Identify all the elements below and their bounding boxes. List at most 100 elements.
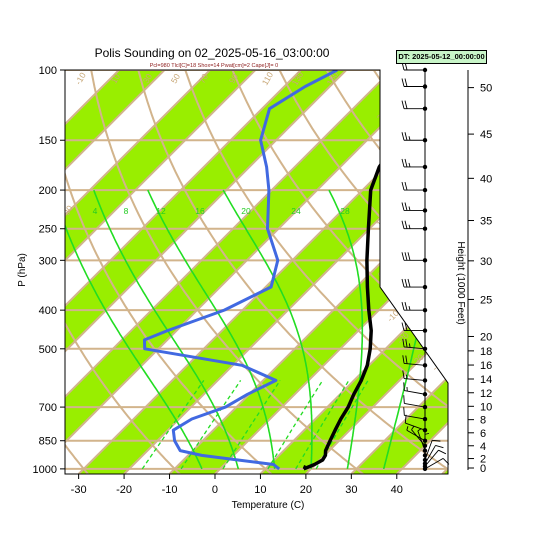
plot-frame: [64, 69, 449, 475]
wind-barb: [411, 426, 428, 448]
wind-barb-feather: [404, 181, 408, 191]
mixing-ratio-line: [295, 380, 350, 470]
height-tick-label: 10: [480, 401, 492, 413]
wind-barb-staff: [424, 449, 439, 467]
inside-labels: 4 8 12 16 20 24 28-30-10 10 30 50 70 90 110 130 150302…: [65, 70, 446, 373]
mixing-ratio-label: 16: [195, 206, 205, 216]
height-tick-label: 35: [480, 216, 492, 228]
wind-barb-feather: [401, 100, 405, 109]
height-tick-label: 4: [480, 441, 486, 453]
mixing-ratio-label: 4: [93, 206, 98, 216]
x-tick-label: -30: [71, 484, 87, 496]
height-tick-label: 30: [480, 256, 492, 268]
wind-barb: [402, 338, 428, 352]
wind-barb-feather: [401, 202, 405, 211]
wind-barb-staff: [405, 422, 426, 431]
mixing-ratio-line: [180, 380, 242, 470]
wind-barb: [404, 414, 428, 433]
mixing-ratio-line: [222, 380, 281, 470]
isotherm-line: [168, 70, 448, 474]
dry-adiabat: [65, 70, 92, 474]
wind-barb-feather: [402, 338, 405, 348]
isotherm-line: [305, 70, 448, 474]
pressure-tick-label: 1000: [33, 464, 57, 476]
mixing-ratio-line: [141, 380, 205, 470]
isotherm-line: [65, 70, 347, 474]
x-axis-label: Temperature (C): [232, 500, 305, 511]
wind-barb-feather: [403, 395, 405, 404]
height-tick-label: 45: [480, 129, 492, 141]
wind-barb-staff: [404, 390, 426, 395]
pressure-tick-label: 100: [39, 65, 57, 77]
height-tick-label: 25: [480, 294, 492, 306]
x-tick-label: 20: [300, 484, 312, 496]
wind-barb-half-feather: [408, 136, 411, 141]
mixing-ratio-label: 8: [124, 206, 129, 216]
wind-barb-feather: [404, 78, 408, 87]
isotherm-line: [65, 70, 166, 474]
isotherm-line: [123, 70, 448, 474]
dry-adiabat: [184, 70, 448, 474]
x-tick-label: 10: [254, 484, 266, 496]
pressure-tick-label: 150: [39, 135, 57, 147]
wind-barb: [402, 370, 428, 383]
wind-barb-half-feather: [408, 162, 411, 168]
height-tick-label: 40: [480, 173, 492, 185]
x-tick-label: -10: [162, 484, 178, 496]
wind-barb: [401, 220, 428, 231]
wind-barb-column: [401, 61, 450, 472]
dry-adiabat-label: 70: [197, 72, 211, 85]
wind-barb: [401, 302, 428, 313]
wind-barb-feather: [403, 407, 405, 416]
wind-barb-feather: [402, 355, 405, 364]
wind-barb-feather: [404, 220, 408, 229]
wind-barb-staff: [424, 457, 444, 470]
wind-barb-feather: [404, 278, 408, 288]
pressure-tick-label: 200: [39, 185, 57, 197]
wind-barb: [401, 202, 428, 213]
wind-barb: [406, 426, 428, 443]
pressure-tick-label: 500: [39, 344, 57, 356]
wind-barb-feather: [402, 370, 405, 379]
pressure-tick-label: 250: [39, 224, 57, 236]
dry-adiabat: [65, 70, 276, 474]
dry-adiabat-label: 90: [227, 72, 241, 85]
wind-barb-feather: [432, 439, 441, 442]
isotherm-band: [260, 70, 448, 474]
wind-barb: [401, 278, 428, 290]
wind-barb-half-feather: [408, 306, 411, 311]
wind-barb-half-feather: [408, 343, 411, 348]
isotherm-line: [65, 70, 257, 474]
wind-barb-feather: [401, 158, 405, 168]
wind-barb-feather: [404, 414, 407, 424]
dry-adiabat-label: 110: [260, 70, 276, 87]
wind-barb-feather: [404, 252, 408, 261]
wind-barb-feather: [404, 158, 408, 168]
wind-barb-feather: [403, 382, 405, 391]
dry-adiabat: [137, 70, 448, 474]
wind-barb: [401, 132, 428, 143]
wind-barb-feather: [401, 322, 405, 331]
wind-barb: [401, 158, 428, 170]
wind-barb-feather: [401, 78, 405, 87]
wind-barb-staff: [404, 346, 426, 350]
height-tick-label: 16: [480, 360, 492, 372]
wind-barb-feather: [404, 302, 408, 311]
mixing-ratio-label: 24: [291, 206, 301, 216]
wind-barb-feather: [404, 132, 408, 141]
dry-adiabat-label: 30: [141, 72, 155, 85]
height-tick-label: 8: [480, 415, 486, 427]
wind-barb-feather: [401, 252, 405, 261]
isotherm-line: [65, 70, 302, 474]
wind-barb-staff: [404, 403, 426, 408]
pressure-tick-label: 300: [39, 255, 57, 267]
height-tick-label: 12: [480, 388, 492, 400]
isotherm-band: [65, 70, 347, 474]
height-tick-label: 0: [480, 463, 486, 475]
wind-barb: [403, 395, 428, 410]
wind-barb-feather: [401, 278, 405, 288]
wind-barb: [403, 407, 428, 422]
isotherm-lines: [65, 70, 448, 474]
